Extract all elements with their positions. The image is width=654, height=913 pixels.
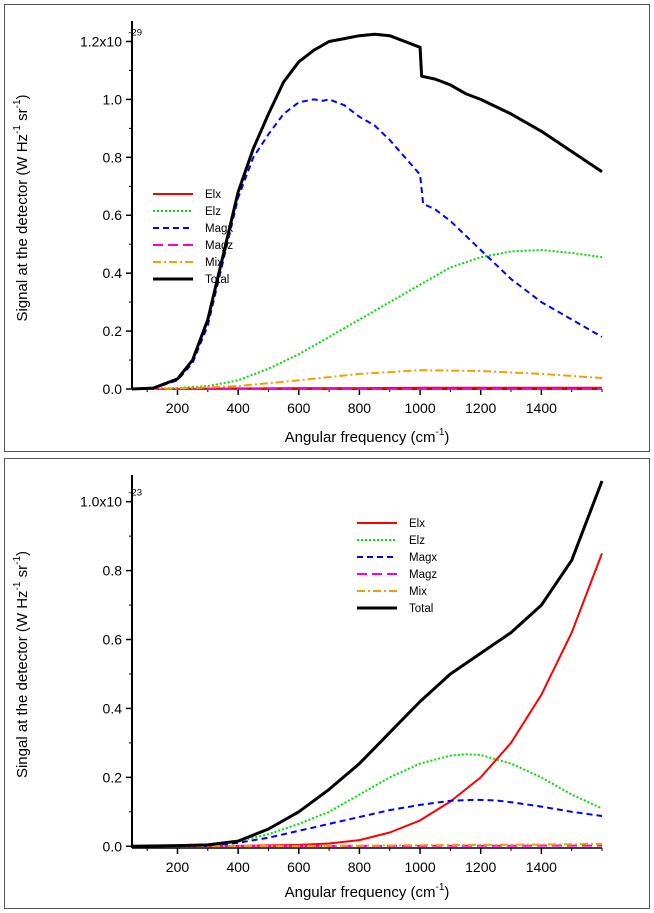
y-axis-label: Singal at the detector (W Hz-1 sr-1): [12, 551, 31, 778]
y-scale-exponent: -23: [128, 488, 142, 499]
series-total-line: [131, 32, 603, 391]
chart-panel-bottom: 0.0 0.2 0.4 0.6 0.8 1.0x10 -23 200 400 600 800 1000…: [4, 458, 650, 909]
series-elz-line: [131, 249, 603, 390]
y-tick-label: 0.4: [103, 700, 123, 716]
legend-label-magx: Magx: [409, 552, 437, 564]
series-mix-line: [131, 369, 603, 390]
x-tick-label: 200: [166, 859, 190, 875]
y-tick-label: 1.2x10: [80, 33, 122, 49]
y-tick-label: 0.2: [103, 769, 123, 785]
x-axis-label: Angular frequency (cm-1): [285, 427, 450, 446]
y-tick-label: 0.6: [103, 632, 123, 648]
x-tick-label: 800: [348, 859, 372, 875]
y-tick-label: 1.0: [103, 91, 123, 107]
series-elx-line: [131, 553, 603, 848]
x-tick-label: 400: [226, 859, 250, 875]
legend-label-elz: Elz: [205, 206, 221, 218]
y-tick-label: 0.0: [103, 381, 123, 397]
legend-label-elz: Elz: [409, 535, 425, 547]
x-tick-label: 1400: [526, 400, 557, 416]
x-tick-label: 1000: [404, 400, 435, 416]
legend-label-magz: Magz: [205, 240, 233, 252]
series-magx-line: [131, 798, 603, 848]
legend-label-mix: Mix: [409, 586, 427, 598]
legend-label-total: Total: [205, 274, 229, 286]
x-tick-label: 1200: [465, 859, 496, 875]
y-tick-label: 0.4: [103, 265, 123, 281]
series-total-line: [131, 480, 604, 848]
y-tick-label: 0.0: [103, 838, 123, 854]
y-tick-label: 0.8: [103, 563, 123, 579]
legend-label-elx: Elx: [409, 518, 425, 530]
y-axis-label: Signal at the detector (W Hz-1 sr-1): [12, 94, 31, 321]
x-tick-label: 1200: [465, 400, 496, 416]
legend-label-magz: Magz: [409, 569, 437, 581]
legend-label-total: Total: [409, 603, 433, 615]
y-scale-exponent: -29: [128, 27, 142, 38]
series-magx-line: [131, 98, 603, 390]
legend-label-elx: Elx: [205, 189, 221, 201]
chart-panel-top: 0.0 0.2 0.4 0.6 0.8 1.0 1.2x10 -29 200 400 600 800 1…: [4, 4, 650, 452]
x-tick-label: 1000: [404, 859, 435, 875]
y-tick-label: 0.8: [103, 149, 123, 165]
x-axis-label: Angular frequency (cm-1): [285, 882, 450, 901]
y-tick-label: 0.2: [103, 323, 123, 339]
y-tick-label: 0.6: [103, 207, 123, 223]
x-tick-label: 200: [166, 400, 190, 416]
x-tick-label: 800: [348, 400, 372, 416]
chart-top-svg: 0.0 0.2 0.4 0.6 0.8 1.0 1.2x10 -29 200 400 600 800 1…: [12, 21, 603, 446]
x-tick-label: 600: [287, 400, 311, 416]
chart-bottom-svg: 0.0 0.2 0.4 0.6 0.8 1.0x10 -23 200 400 600 800 1000…: [12, 475, 604, 901]
series-mix-line: [131, 842, 603, 848]
x-tick-label: 600: [287, 859, 311, 875]
series-elz-line: [131, 753, 603, 848]
legend-label-mix: Mix: [205, 257, 223, 269]
legend-label-magx: Magx: [205, 223, 233, 235]
x-tick-label: 1400: [526, 859, 557, 875]
y-tick-label: 1.0x10: [80, 494, 122, 510]
x-tick-label: 400: [226, 400, 250, 416]
